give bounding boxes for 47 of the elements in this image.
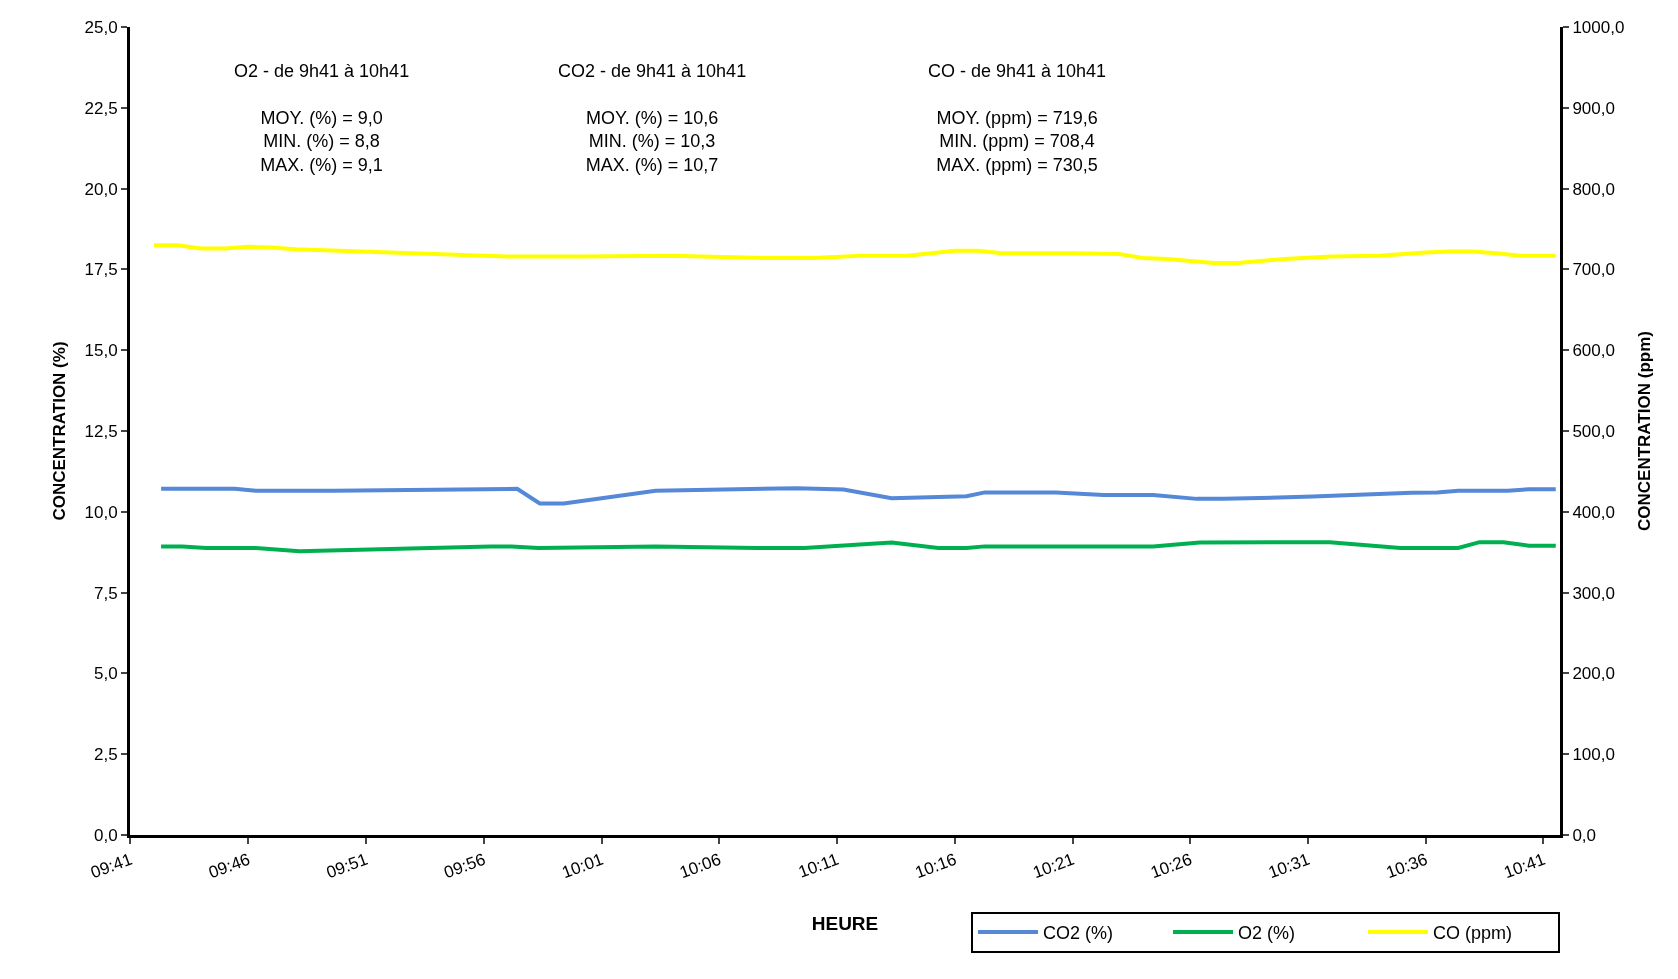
- y2-tick-label: 500,0: [1572, 421, 1615, 441]
- line-series: [159, 540, 1558, 554]
- x-tick-label: 10:11: [795, 849, 842, 882]
- y-tick-label: 0,0: [93, 825, 118, 845]
- line-series: [159, 486, 1558, 506]
- y-tick-label: 25,0: [84, 17, 118, 37]
- x-tick-label: 09:46: [206, 849, 253, 883]
- line-series: [152, 243, 1558, 265]
- y2-tick-label: 400,0: [1572, 502, 1615, 522]
- x-axis-title: HEURE: [811, 913, 879, 934]
- y-tick-label: 20,0: [84, 179, 118, 199]
- legend-label: O2 (%): [1238, 922, 1296, 943]
- y-tick-label: 22,5: [84, 98, 118, 118]
- text: O2 - de 9h41 à 10h41 MOY. (%) = 9,0 MIN. (%) = 8,8 MAX. (%) = 9,1: [234, 61, 410, 175]
- y2-tick-label: 600,0: [1572, 341, 1615, 361]
- y2-tick-label: 0,0: [1572, 825, 1597, 845]
- x-tick-label: 09:41: [88, 849, 135, 883]
- y2-tick-label: 300,0: [1572, 583, 1615, 603]
- y2-tick-label: 900,0: [1572, 98, 1615, 118]
- x-tick-label: 10:26: [1148, 849, 1195, 883]
- y-tick-label: 17,5: [84, 260, 118, 280]
- x-tick-label: 10:06: [677, 849, 724, 883]
- x-tick-label: 10:41: [1501, 849, 1548, 883]
- y2-tick-label: 700,0: [1572, 260, 1615, 280]
- y-tick-label: 10,0: [84, 502, 118, 522]
- x-tick-label: 09:51: [323, 849, 371, 883]
- x-tick-label: 10:01: [559, 849, 606, 883]
- y-tick-label: 12,5: [84, 421, 118, 441]
- y-axis-title: CONCENTRATION (%): [50, 341, 70, 521]
- text: CO2 - de 9h41 à 10h41 MOY. (%) = 10,6 MIN. (%) = 10,3 MAX. (%) = 10,7: [558, 61, 747, 175]
- y2-tick-label: 100,0: [1572, 745, 1615, 765]
- y2-tick-label: 200,0: [1572, 664, 1615, 684]
- y2-axis-title: CONCENTRATION (ppm): [1634, 331, 1654, 531]
- x-tick-label: 10:21: [1030, 849, 1077, 883]
- x-tick-label: 10:36: [1383, 849, 1431, 883]
- y2-tick-label: 1000,0: [1572, 17, 1625, 37]
- text: CO - de 9h41 à 10h41 MOY. (ppm) = 719,6 MIN. (ppm) = 708,4 MAX. (ppm) = 730,5: [928, 61, 1107, 175]
- x-tick-label: 10:16: [912, 849, 960, 883]
- x-tick-label: 10:31: [1265, 849, 1313, 883]
- y-tick-label: 15,0: [84, 341, 118, 361]
- legend-label: CO (ppm): [1433, 922, 1513, 943]
- y-tick-label: 7,5: [93, 583, 118, 603]
- y2-tick-label: 800,0: [1572, 179, 1615, 199]
- legend-label: CO2 (%): [1043, 922, 1114, 943]
- x-tick-label: 09:56: [441, 849, 488, 883]
- y-tick-label: 5,0: [93, 664, 118, 684]
- y-tick-label: 2,5: [93, 745, 118, 765]
